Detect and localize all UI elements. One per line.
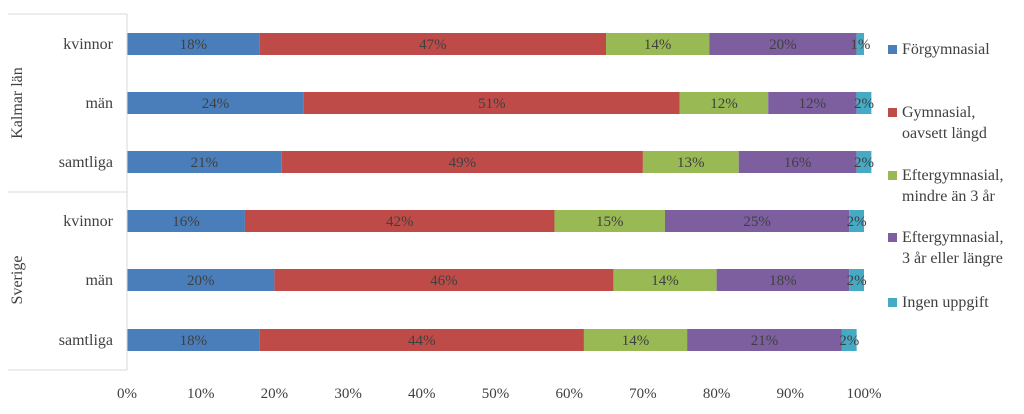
bar-segment: [127, 33, 260, 55]
bar-segment: [642, 151, 739, 173]
data-label: 14%: [651, 273, 679, 289]
data-label: 49%: [449, 155, 477, 171]
x-tick-label: 40%: [408, 386, 436, 402]
data-label: 21%: [751, 333, 779, 349]
data-label: 1%: [850, 37, 870, 53]
data-label: 12%: [799, 96, 827, 112]
bar-segment: [849, 269, 864, 291]
category-label: män: [85, 272, 113, 289]
category-label: kvinnor: [63, 213, 113, 230]
bar-segment: [606, 33, 710, 55]
legend-label: Eftergymnasial, mindre än 3 år: [902, 167, 1004, 205]
legend-item: Eftergymnasial, mindre än 3 år: [888, 165, 1003, 207]
data-label: 13%: [677, 155, 705, 171]
data-label: 2%: [854, 96, 874, 112]
x-tick-label: 0%: [117, 386, 137, 402]
category-label: samtliga: [59, 332, 113, 349]
bar-segment: [687, 329, 842, 351]
legend-label: Gymnasial, oavsett längd: [902, 104, 987, 142]
bar-segment: [856, 151, 872, 173]
legend-swatch: [888, 171, 897, 180]
data-label: 20%: [769, 37, 797, 53]
data-label: 18%: [769, 273, 797, 289]
bar-segment: [259, 329, 584, 351]
category-label: män: [85, 95, 113, 112]
legend-label: Ingen uppgift: [902, 294, 989, 311]
bar-segment: [127, 269, 275, 291]
bar-segment: [738, 151, 857, 173]
data-label: 51%: [478, 96, 506, 112]
x-tick-label: 70%: [629, 386, 657, 402]
group-label: Kalmar län: [9, 67, 26, 139]
data-label: 15%: [596, 214, 624, 230]
bar-segment: [665, 210, 850, 232]
category-label: kvinnor: [63, 36, 113, 53]
legend-label: Förgymnasial: [902, 41, 990, 58]
data-label: 2%: [854, 155, 874, 171]
bar-segment: [303, 92, 680, 114]
bar-segment: [613, 269, 717, 291]
bar-segment: [274, 269, 614, 291]
data-label: 47%: [419, 37, 447, 53]
x-tick-label: 30%: [334, 386, 362, 402]
data-label: 21%: [191, 155, 219, 171]
category-label: samtliga: [59, 154, 113, 171]
data-label: 25%: [743, 214, 771, 230]
bar-segment: [768, 92, 857, 114]
bar-segment: [583, 329, 688, 351]
bar-segment: [849, 210, 864, 232]
data-label: 2%: [847, 273, 867, 289]
data-label: 2%: [847, 214, 867, 230]
bar-segment: [554, 210, 666, 232]
data-label: 18%: [180, 37, 208, 53]
bar-segment: [281, 151, 643, 173]
x-tick-label: 90%: [777, 386, 805, 402]
data-label: 42%: [386, 214, 414, 230]
x-tick-label: 60%: [555, 386, 583, 402]
x-tick-label: 80%: [703, 386, 731, 402]
data-label: 14%: [622, 333, 650, 349]
x-tick-label: 20%: [261, 386, 289, 402]
legend-label: Eftergymnasial, 3 år eller längre: [902, 229, 1004, 267]
data-label: 16%: [172, 214, 200, 230]
bar-segment: [709, 33, 857, 55]
data-label: 2%: [839, 333, 859, 349]
bar-segment: [127, 210, 245, 232]
bar-segment: [856, 92, 872, 114]
bar-segment: [856, 33, 864, 55]
data-label: 16%: [784, 155, 812, 171]
legend-swatch: [888, 298, 897, 307]
bar-segment: [127, 92, 304, 114]
data-label: 44%: [408, 333, 436, 349]
legend-swatch: [888, 233, 897, 242]
data-label: 14%: [644, 37, 672, 53]
legend-item: Eftergymnasial, 3 år eller längre: [888, 227, 1003, 269]
data-label: 12%: [710, 96, 738, 112]
bar-segment: [259, 33, 607, 55]
data-label: 46%: [430, 273, 458, 289]
bar-segment: [127, 151, 282, 173]
legend-item: Förgymnasial: [888, 39, 990, 60]
data-label: 20%: [187, 273, 215, 289]
bar-segment: [679, 92, 769, 114]
bar-segment: [841, 329, 857, 351]
x-tick-label: 10%: [187, 386, 215, 402]
bar-segment: [127, 329, 260, 351]
data-label: 24%: [202, 96, 230, 112]
legend-swatch: [888, 45, 897, 54]
data-label: 18%: [180, 333, 208, 349]
bar-segment: [716, 269, 850, 291]
legend-item: Ingen uppgift: [888, 292, 989, 313]
legend-swatch: [888, 108, 897, 117]
x-tick-label: 100%: [847, 386, 882, 402]
x-tick-label: 50%: [482, 386, 510, 402]
group-label: Sverige: [9, 256, 26, 305]
bar-segment: [244, 210, 555, 232]
legend-item: Gymnasial, oavsett längd: [888, 102, 987, 144]
